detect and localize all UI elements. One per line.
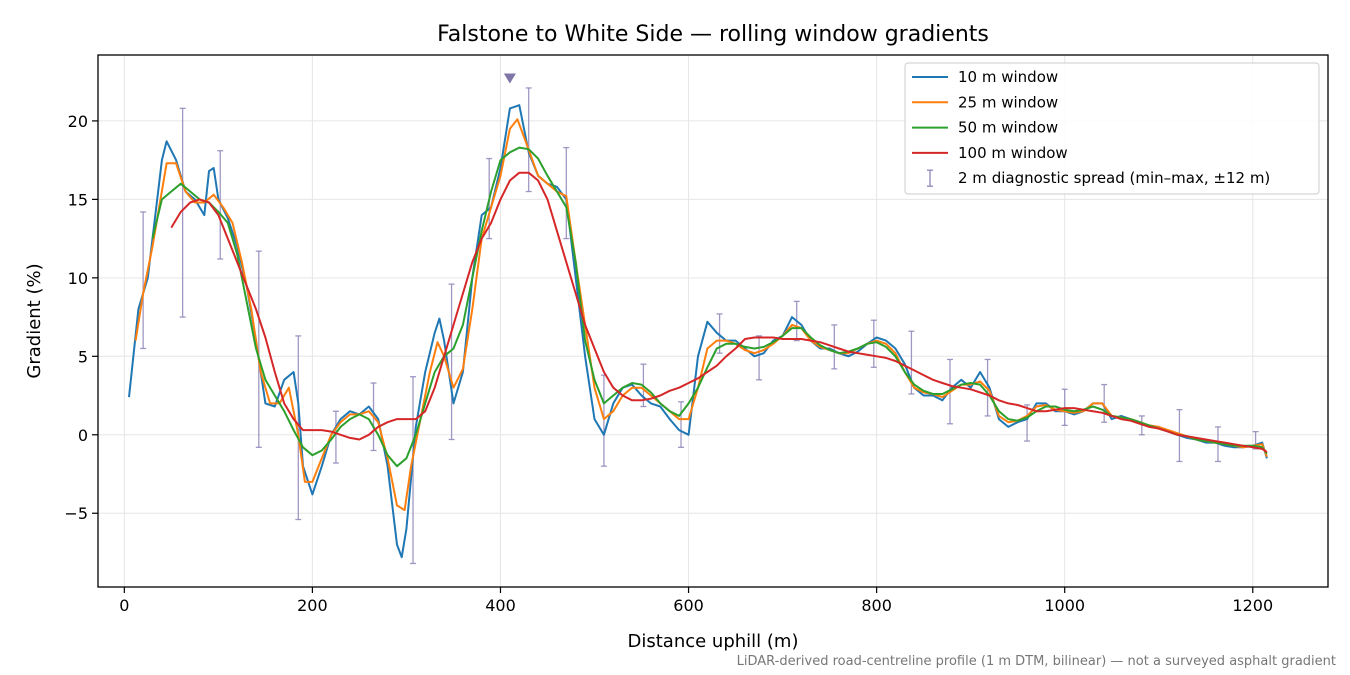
spread-bar: [600, 374, 607, 467]
y-axis-ticks: −5 0 5 10 15 20: [64, 112, 98, 523]
spread-bar: [1101, 383, 1108, 423]
y-tick-label: 15: [68, 190, 88, 209]
x-tick-label: 0: [119, 596, 129, 615]
legend-label: 50 m window: [958, 119, 1058, 137]
spread-bar: [756, 335, 763, 381]
x-tick-label: 1000: [1044, 596, 1085, 615]
spread-bar: [678, 401, 685, 448]
x-tick-label: 600: [673, 596, 704, 615]
x-axis-ticks: 0 200 400 600 800 1000 1200: [119, 587, 1273, 615]
footnote: LiDAR-derived road-centreline profile (1…: [737, 654, 1336, 669]
legend-label: 2 m diagnostic spread (min–max, ±12 m): [958, 169, 1270, 187]
y-tick-label: 0: [78, 426, 88, 445]
y-axis-label: Gradient (%): [24, 263, 45, 378]
spread-bar: [295, 335, 302, 521]
spread-bar: [410, 376, 417, 565]
x-tick-label: 1200: [1232, 596, 1273, 615]
spread-bar: [1024, 404, 1031, 442]
peak-marker-group: [503, 73, 516, 84]
spread-bar: [255, 250, 262, 448]
spread-bar: [870, 319, 877, 368]
legend-label: 25 m window: [958, 93, 1058, 111]
y-tick-label: −5: [64, 504, 88, 523]
legend-box: [904, 62, 1320, 195]
legend: 10 m window 25 m window 50 m window 100 m w…: [904, 62, 1320, 195]
x-tick-label: 400: [485, 596, 516, 615]
spread-bar: [179, 107, 186, 318]
legend-label: 10 m window: [958, 68, 1058, 86]
spread-error-bars: [140, 87, 1259, 565]
peak-marker: [503, 73, 516, 84]
spread-bar: [525, 87, 532, 193]
y-tick-label: 20: [68, 112, 88, 131]
spread-bar: [448, 283, 455, 441]
chart-title: Falstone to White Side — rolling window …: [437, 22, 989, 47]
spread-bar: [563, 146, 570, 240]
x-tick-label: 200: [297, 596, 328, 615]
series-line-4: [170, 171, 1268, 453]
x-axis-label: Distance uphill (m): [628, 631, 799, 652]
x-tick-label: 800: [861, 596, 892, 615]
y-tick-label: 5: [78, 347, 88, 366]
series-lines: [128, 104, 1268, 559]
spread-bar: [332, 410, 339, 464]
y-tick-label: 10: [68, 269, 88, 288]
legend-spread-swatch: [927, 169, 933, 187]
series-line-3: [151, 146, 1268, 468]
plot-frame: [97, 54, 1329, 588]
legend-label: 100 m window: [958, 144, 1068, 162]
spread-bar: [140, 211, 147, 350]
